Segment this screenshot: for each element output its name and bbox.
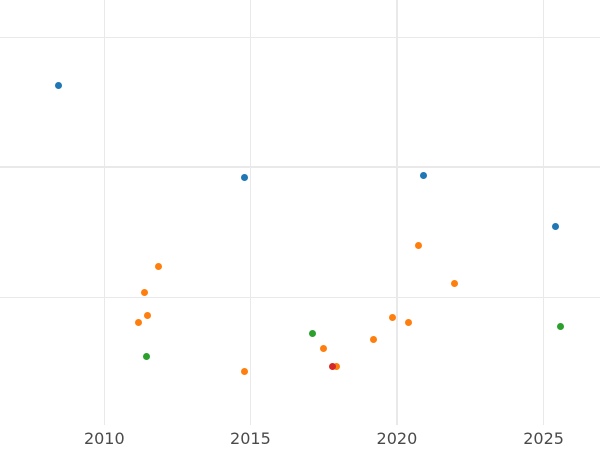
series-blue-point xyxy=(419,172,427,180)
series-orange-point xyxy=(143,311,151,319)
x-gridline-2 xyxy=(396,0,398,425)
series-green-point xyxy=(308,329,316,337)
series-orange-point xyxy=(155,262,163,270)
series-orange-point xyxy=(333,362,341,370)
series-orange-point xyxy=(240,367,248,375)
x-gridline-0 xyxy=(103,0,105,425)
series-orange-point xyxy=(320,344,328,352)
series-green-point xyxy=(143,353,151,361)
series-orange-point xyxy=(415,242,423,250)
series-orange-point xyxy=(388,313,396,321)
x-tick-label-2020: 2020 xyxy=(376,429,418,448)
series-orange-point xyxy=(141,289,149,296)
series-orange-point xyxy=(370,335,378,343)
x-tick-label-2010: 2010 xyxy=(83,429,125,448)
x-tick-label-2025: 2025 xyxy=(523,429,564,448)
series-orange-point xyxy=(404,319,412,327)
series-orange-point xyxy=(135,318,143,326)
y-gridline-2 xyxy=(0,297,600,299)
y-gridline-1 xyxy=(0,166,600,168)
series-blue-point xyxy=(551,223,559,231)
series-red-point xyxy=(328,362,336,370)
series-blue-point xyxy=(55,81,63,89)
series-orange-point xyxy=(450,279,458,287)
x-gridline-1 xyxy=(249,0,252,425)
series-green-point xyxy=(557,322,565,330)
x-gridline-3 xyxy=(542,0,545,425)
y-gridline-0 xyxy=(0,37,600,39)
x-tick-label-2015: 2015 xyxy=(230,429,271,448)
series-blue-point xyxy=(240,174,248,182)
